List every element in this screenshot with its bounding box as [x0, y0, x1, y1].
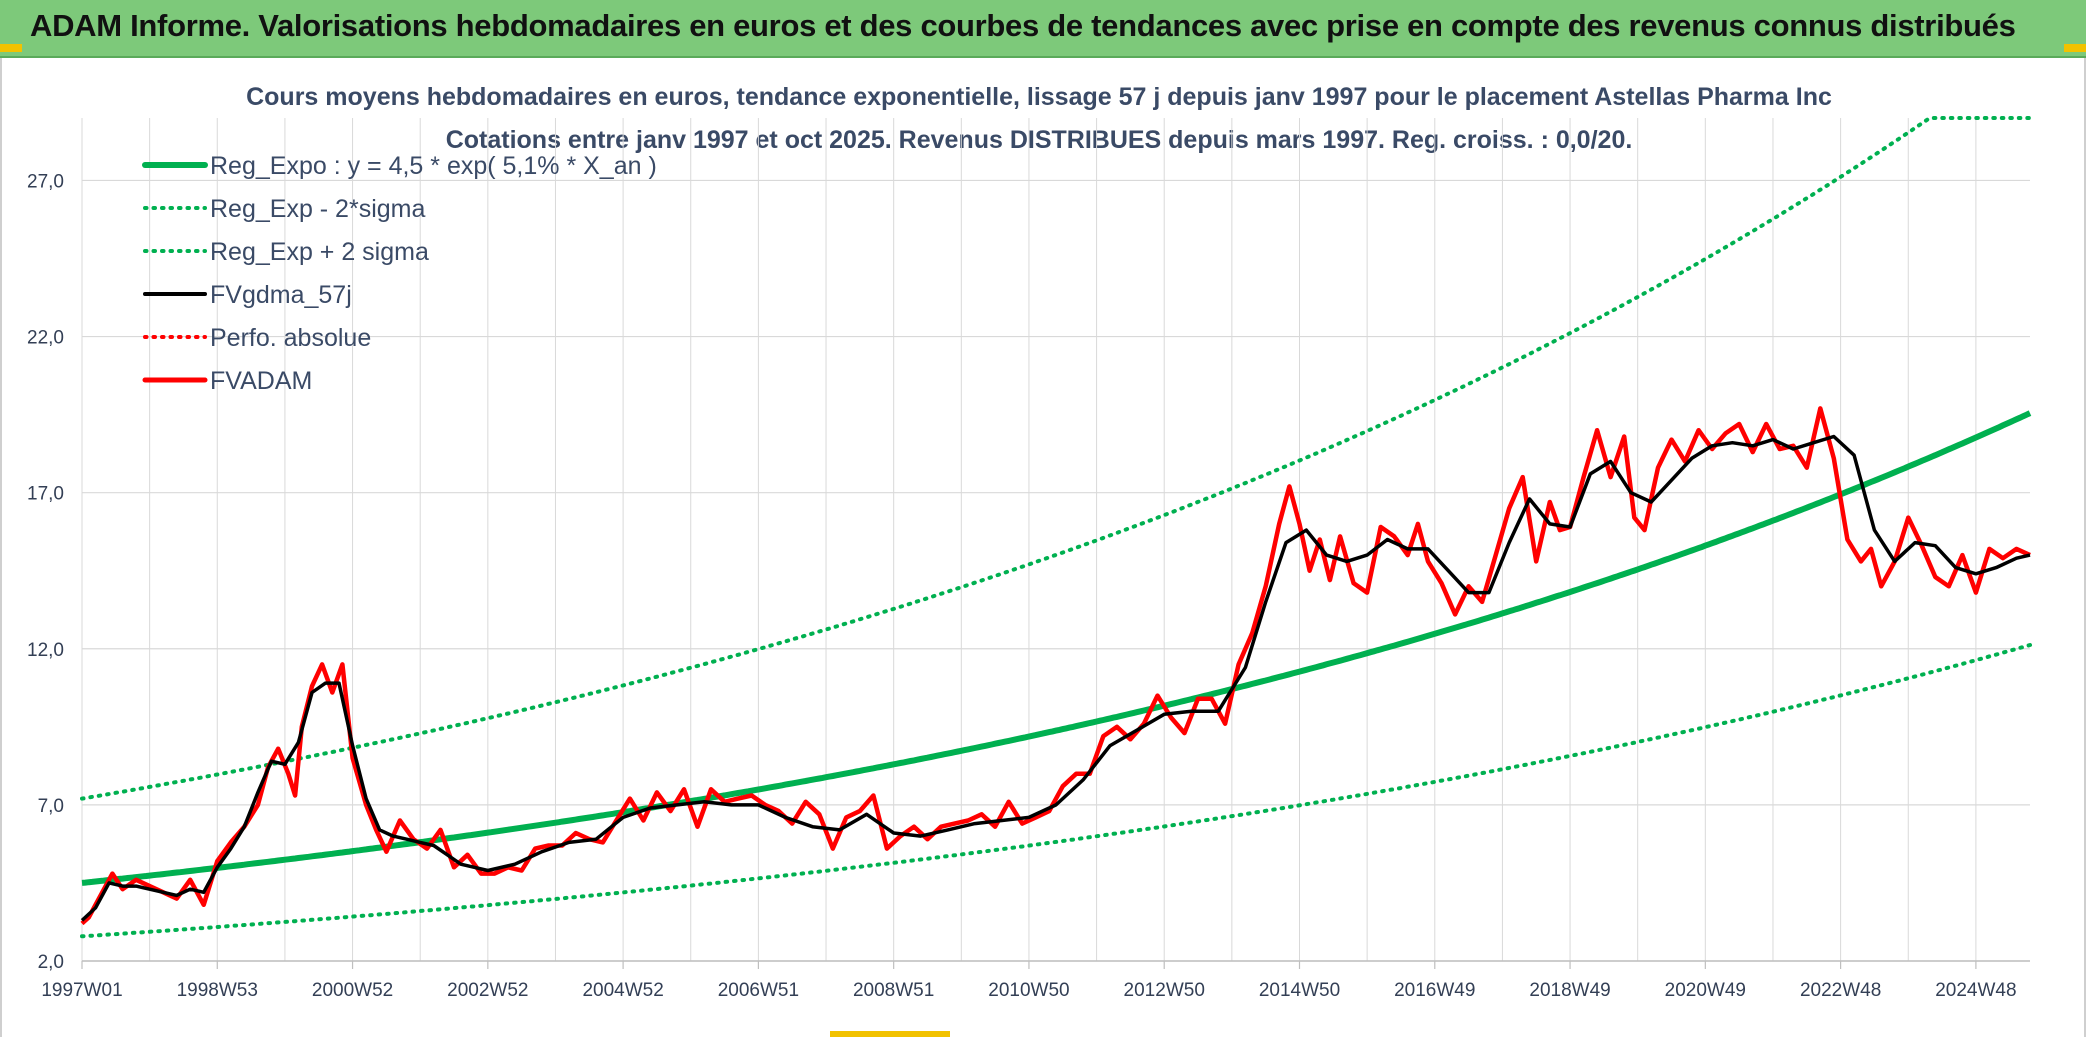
legend: Reg_Expo : y = 4,5 * exp( 5,1% * X_an ) R… [142, 152, 657, 395]
plot-area [80, 116, 2032, 939]
x-tick-label: 2024W48 [1935, 980, 2016, 1001]
y-tick-label: 12,0 [27, 640, 64, 661]
axes: 2,0 7,0 12,0 17,0 22,0 27,0 1997W01 1998W53 2000… [27, 171, 2030, 1001]
fvadam-line [80, 406, 2031, 926]
report-banner: ADAM Informe. Valorisations hebdomadaire… [0, 0, 2086, 58]
fvgdma-line [80, 434, 2031, 922]
legend-label-perfo: Perfo. absolue [210, 324, 371, 352]
x-tick-label: 2014W50 [1259, 980, 1340, 1001]
x-tick-label: 2002W52 [447, 980, 528, 1001]
x-tick-label: 2022W48 [1800, 980, 1881, 1001]
x-tick-label: 2000W52 [312, 980, 393, 1001]
corner-marker [0, 44, 22, 52]
trend-exponential-line [81, 410, 2032, 886]
trend-plus-2sigma-line [80, 116, 2032, 801]
corner-marker [830, 1031, 950, 1037]
x-tick-label: 2010W50 [988, 980, 1069, 1001]
line-chart: Cours moyens hebdomadaires en euros, ten… [27, 83, 2032, 1001]
legend-label-trend_high: Reg_Exp + 2 sigma [210, 238, 429, 266]
report-title: ADAM Informe. Valorisations hebdomadaire… [30, 8, 2016, 43]
x-tick-label: 2016W49 [1394, 980, 1475, 1001]
y-tick-label: 22,0 [27, 328, 64, 349]
chart-frame: Cours moyens hebdomadaires en euros, ten… [0, 58, 2086, 1037]
x-tick-label: 1997W01 [41, 980, 122, 1001]
x-tick-label: 2006W51 [718, 980, 799, 1001]
y-tick-label: 17,0 [27, 484, 64, 505]
x-tick-label: 1998W53 [177, 980, 258, 1001]
y-tick-label: 27,0 [27, 171, 64, 192]
trend-minus-2sigma-line [80, 643, 2032, 939]
x-tick-label: 2018W49 [1529, 980, 1610, 1001]
x-tick-label: 2012W50 [1124, 980, 1205, 1001]
legend-label-fvgdma: FVgdma_57j [210, 281, 352, 309]
y-tick-label: 2,0 [38, 952, 64, 973]
chart-subtitle: Cotations entre janv 1997 et oct 2025. R… [446, 126, 1633, 154]
legend-label-trend: Reg_Expo : y = 4,5 * exp( 5,1% * X_an ) [210, 152, 657, 180]
legend-label-trend_low: Reg_Exp - 2*sigma [210, 195, 425, 223]
x-tick-label: 2020W49 [1665, 980, 1746, 1001]
x-tick-label: 2008W51 [853, 980, 934, 1001]
corner-marker [2064, 44, 2086, 52]
legend-label-fvadam: FVADAM [210, 367, 312, 395]
x-tick-label: 2004W52 [582, 980, 663, 1001]
y-tick-label: 7,0 [38, 796, 64, 817]
chart-title: Cours moyens hebdomadaires en euros, ten… [246, 83, 1832, 111]
